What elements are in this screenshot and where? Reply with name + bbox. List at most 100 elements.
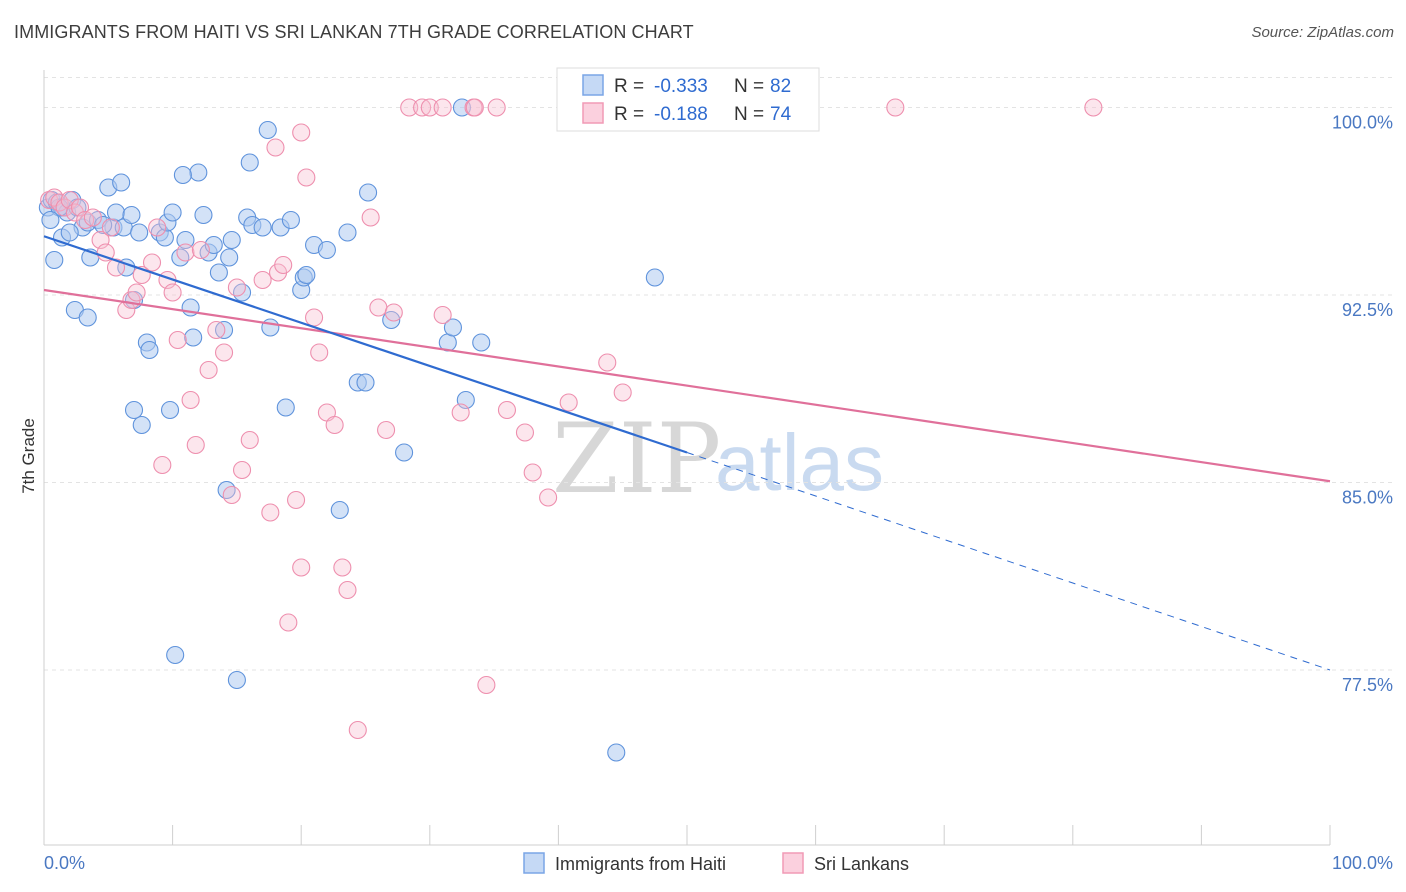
haiti-point-37 — [194, 205, 213, 225]
sri-lankans-point-15 — [127, 283, 146, 302]
sri-lankans-point-52 — [384, 303, 403, 322]
sri-lankans-point-62 — [515, 423, 535, 442]
sri-lankans-point-35 — [261, 503, 280, 522]
haiti-point-57 — [317, 240, 336, 260]
sri-lankans-point-65 — [559, 393, 578, 412]
haiti-point-78 — [607, 743, 626, 762]
haiti-point-20 — [122, 205, 141, 225]
bottom-legend-swatch-haiti — [523, 852, 545, 874]
legend: R = -0.333 N = 82 R = -0.188 N = 74 — [556, 67, 820, 132]
sri-lankans-point-47 — [338, 580, 357, 600]
sri-lankans-point-73 — [1084, 98, 1103, 117]
y-tick-labels: 77.5% 85.0% 92.5% 100.0% — [1332, 113, 1393, 696]
legend-r-label-sri-lankans: R = — [614, 104, 644, 125]
sri-lankans-point-63 — [523, 463, 542, 482]
haiti-point-24 — [124, 400, 144, 420]
haiti-point-22 — [130, 223, 149, 242]
watermark-atlas: atlas — [715, 418, 884, 507]
haiti-point-17 — [112, 173, 131, 192]
sri-lankans-point-32 — [232, 460, 252, 480]
sri-lankans-point-23 — [176, 243, 195, 262]
sri-lankans-point-24 — [181, 390, 200, 410]
y-tick-label-3: 100.0% — [1332, 113, 1393, 133]
haiti-point-55 — [297, 265, 316, 285]
sri-lankans-point-21 — [163, 283, 182, 302]
legend-r-label-haiti: R = — [614, 76, 644, 97]
bottom-legend-label-sri-lankans: Sri Lankans — [814, 854, 909, 874]
sri-lankans-point-22 — [168, 330, 187, 350]
haiti-point-30 — [163, 203, 182, 222]
haiti-point-80 — [41, 210, 60, 230]
trend-line-sri-lankans — [43, 288, 1331, 483]
chart-title: IMMIGRANTS FROM HAITI VS SRI LANKAN 7TH … — [14, 22, 694, 42]
haiti-point-49 — [261, 318, 280, 337]
haiti-point-48 — [253, 218, 272, 237]
sri-lankans-point-53 — [400, 98, 419, 117]
haiti-point-64 — [395, 443, 414, 462]
sri-lankans-point-27 — [199, 360, 218, 380]
sri-lankans-point-8 — [83, 208, 102, 227]
sri-lankans-point-38 — [279, 613, 298, 632]
haiti-point-51 — [276, 398, 295, 417]
y-tick-label-0: 77.5% — [1342, 675, 1393, 695]
source-label: Source: ZipAtlas.com — [1251, 24, 1394, 41]
haiti-point-43 — [222, 230, 241, 250]
sri-lankans-point-45 — [325, 415, 344, 435]
haiti-point-45 — [232, 283, 252, 302]
series-sri-lankans-points — [40, 98, 1103, 740]
sri-lankans-point-51 — [377, 420, 396, 440]
haiti-point-44 — [227, 670, 246, 690]
sri-lankans-point-2 — [50, 193, 69, 212]
haiti-point-66 — [240, 153, 259, 172]
haiti-point-42 — [220, 248, 239, 267]
sri-lankans-point-18 — [148, 218, 167, 237]
haiti-point-67 — [258, 120, 277, 140]
sri-lankans-point-41 — [297, 168, 316, 187]
bottom-legend-swatch-sri-lankans — [782, 852, 804, 874]
haiti-point-23 — [132, 415, 151, 435]
haiti-point-9 — [45, 250, 64, 270]
sri-lankans-point-19 — [153, 455, 172, 475]
sri-lankans-point-59 — [477, 675, 496, 695]
haiti-point-32 — [176, 230, 195, 250]
x-tick-label-max: 100.0% — [1332, 853, 1393, 873]
sri-lankans-point-30 — [222, 485, 241, 505]
sri-lankans-point-50 — [369, 298, 388, 317]
haiti-point-26 — [140, 340, 159, 360]
haiti-point-34 — [184, 328, 203, 347]
sri-lankans-point-66 — [598, 353, 617, 372]
sri-lankans-point-70 — [465, 98, 484, 117]
haiti-point-16 — [106, 203, 126, 222]
legend-r-value-sri-lankans: -0.188 — [654, 104, 708, 125]
sri-lankans-point-43 — [310, 343, 329, 362]
haiti-point-59 — [338, 223, 357, 242]
legend-swatch-sri-lankans — [582, 102, 604, 124]
y-tick-label-2: 92.5% — [1342, 300, 1393, 320]
sri-lankans-point-0 — [40, 190, 59, 210]
haiti-point-62 — [359, 183, 378, 202]
haiti-point-41 — [214, 320, 234, 340]
sri-lankans-point-67 — [613, 383, 632, 402]
legend-n-label-haiti: N = — [734, 76, 764, 97]
legend-swatch-haiti — [582, 74, 604, 96]
sri-lankans-point-64 — [539, 488, 558, 507]
sri-lankans-point-39 — [287, 490, 306, 510]
sri-lankans-point-60 — [487, 98, 506, 117]
haiti-point-35 — [160, 400, 180, 420]
legend-n-value-haiti: 82 — [770, 76, 791, 97]
haiti-point-31 — [171, 248, 190, 267]
sri-lankans-point-10 — [96, 243, 115, 262]
trend-lines — [43, 235, 1331, 671]
sri-lankans-point-12 — [106, 258, 126, 277]
sri-lankans-point-11 — [101, 218, 120, 237]
y-tick-label-1: 85.0% — [1342, 488, 1393, 508]
sri-lankans-point-42 — [305, 308, 324, 327]
legend-n-value-sri-lankans: 74 — [770, 104, 792, 125]
sri-lankans-point-40 — [292, 558, 311, 577]
haiti-point-58 — [330, 500, 349, 520]
haiti-point-72 — [217, 480, 236, 500]
sri-lankans-point-28 — [207, 320, 226, 340]
sri-lankans-point-34 — [253, 270, 272, 290]
sri-lankans-point-54 — [413, 98, 432, 117]
haiti-point-40 — [209, 263, 228, 282]
